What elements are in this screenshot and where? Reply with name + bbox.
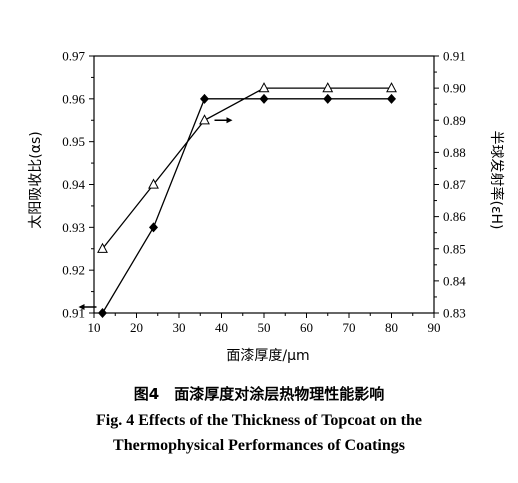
y-right-tick-label: 0.88 bbox=[443, 145, 466, 160]
y-right-axis-title: 半球发射率(εH) bbox=[488, 130, 505, 229]
y-right-tick-label: 0.90 bbox=[443, 81, 466, 96]
y-right-tick-label: 0.86 bbox=[443, 209, 466, 224]
x-tick-label: 80 bbox=[385, 320, 398, 335]
diamond-marker bbox=[98, 308, 107, 318]
y-right-tick-label: 0.83 bbox=[443, 306, 466, 321]
y-right-tick-label: 0.85 bbox=[443, 241, 466, 256]
caption-english-line2: Thermophysical Performances of Coatings bbox=[113, 437, 405, 454]
diamond-marker bbox=[259, 93, 269, 104]
triangle-marker bbox=[322, 82, 334, 93]
series-line-0 bbox=[101, 98, 392, 314]
y-right-tick-label: 0.84 bbox=[443, 273, 466, 288]
y-left-tick-label: 0.92 bbox=[62, 263, 85, 278]
caption-chinese: 图4 面漆厚度对涂层热物理性能影响 bbox=[133, 385, 385, 403]
caption-english-line1: Fig. 4 Effects of the Thickness of Topco… bbox=[96, 412, 422, 429]
y-left-tick-label: 0.91 bbox=[62, 306, 85, 321]
x-tick-label: 70 bbox=[343, 320, 356, 335]
y-left-tick-label: 0.93 bbox=[62, 220, 85, 235]
diamond-marker bbox=[149, 222, 158, 233]
diamond-marker bbox=[323, 93, 333, 104]
arrow-right-icon bbox=[214, 117, 233, 124]
axes bbox=[89, 55, 439, 318]
annotations bbox=[78, 117, 233, 310]
y-left-tick-label: 0.97 bbox=[62, 49, 85, 64]
series bbox=[97, 82, 397, 318]
triangle-marker bbox=[258, 82, 270, 93]
y-left-tick-label: 0.95 bbox=[62, 134, 85, 149]
tick-labels: 10 20 30 40 50 60 70 80 90 0.91 0.92 0.93 0.94 0.95 0.… bbox=[62, 49, 466, 336]
diamond-marker bbox=[387, 93, 396, 104]
triangle-marker bbox=[97, 242, 108, 253]
x-tick-label: 30 bbox=[173, 320, 186, 335]
y-right-tick-label: 0.91 bbox=[443, 49, 466, 64]
triangle-marker bbox=[199, 114, 210, 125]
y-right-tick-label: 0.87 bbox=[443, 177, 466, 192]
diamond-marker bbox=[200, 93, 209, 104]
y-left-tick-label: 0.96 bbox=[62, 91, 85, 106]
x-tick-label: 60 bbox=[300, 320, 313, 335]
x-tick-label: 40 bbox=[215, 320, 228, 335]
x-tick-label: 90 bbox=[428, 320, 441, 335]
arrow-left-icon bbox=[78, 304, 97, 310]
triangle-marker bbox=[386, 82, 397, 93]
y-right-tick-label: 0.89 bbox=[443, 113, 466, 128]
y-left-axis-title: 太阳吸收比(αs) bbox=[28, 131, 44, 228]
series-line-1 bbox=[101, 87, 392, 250]
x-axis-title: 面漆厚度/μm bbox=[226, 348, 309, 364]
x-tick-label: 50 bbox=[258, 320, 271, 335]
chart: 10 20 30 40 50 60 70 80 90 0.91 0.92 0.93 0.94 0.95 0.… bbox=[28, 49, 505, 365]
x-tick-label: 20 bbox=[130, 320, 143, 335]
arrow-head bbox=[226, 117, 233, 124]
y-left-tick-label: 0.94 bbox=[62, 177, 85, 192]
x-tick-label: 10 bbox=[88, 320, 101, 335]
triangle-marker bbox=[148, 178, 159, 189]
arrow-head bbox=[78, 304, 85, 310]
